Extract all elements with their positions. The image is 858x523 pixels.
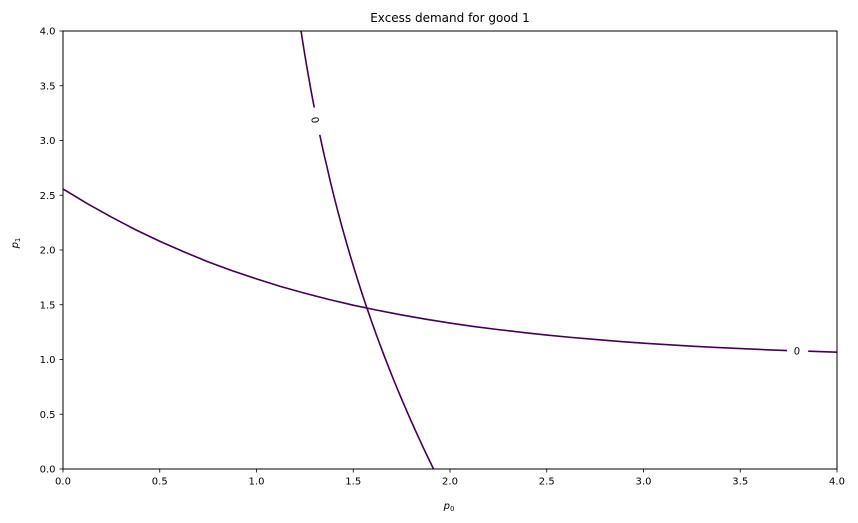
x-tick-label: 1.5 [345,477,361,488]
x-tick-label: 4.0 [829,477,845,488]
x-tick-label: 0.5 [152,477,168,488]
y-tick-label: 3.0 [40,136,56,147]
y-tick-label: 0.0 [40,465,56,476]
x-tick-label: 1.0 [249,477,265,488]
x-tick-label: 3.5 [732,477,748,488]
x-axis-label: p0 [443,501,455,513]
x-tick-label: 2.5 [539,477,555,488]
y-tick-label: 1.0 [40,355,56,366]
zero-contour-flat-segment [808,350,838,353]
y-tick-label: 0.5 [40,410,56,421]
x-tick-label: 2.0 [442,477,458,488]
chart-title: Excess demand for good 1 [370,11,530,25]
x-tick-label: 3.0 [636,477,652,488]
zero-contour-steep-segment [300,30,316,108]
y-tick-label: 3.5 [40,81,56,92]
y-tick-label: 2.0 [40,246,56,257]
y-tick-label: 4.0 [40,27,56,38]
y-axis-label-subscript: 1 [14,238,22,242]
y-axis-label-base: p [10,242,21,249]
zero-contour-flat-level-label: 0 [793,346,800,357]
zero-contour-flat-segment [62,188,788,352]
x-axis-label-subscript: 0 [450,505,454,513]
y-tick-label: 2.5 [40,191,56,202]
zero-contour-steep-level-label: 0 [308,116,320,125]
y-axis-label: p1 [10,238,22,250]
y-tick-label: 1.5 [40,300,56,311]
x-axis-label-base: p [443,501,450,512]
zero-contour-steep-segment [318,134,435,470]
x-tick-label: 0.0 [55,477,71,488]
